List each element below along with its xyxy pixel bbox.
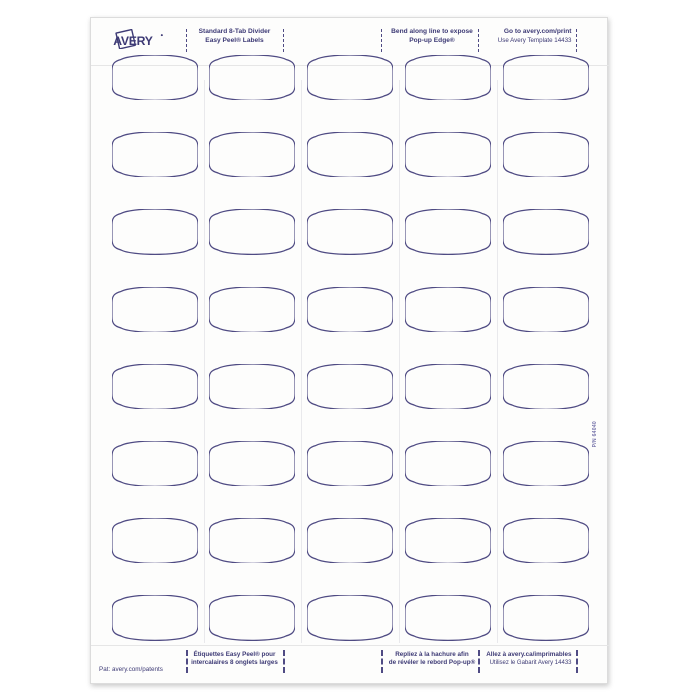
svg-text:AVERY: AVERY: [113, 34, 152, 48]
